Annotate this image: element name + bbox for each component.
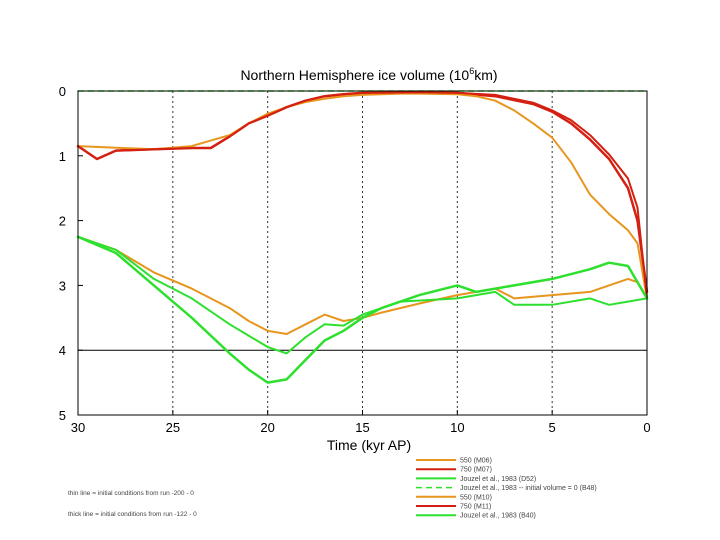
legend-label: 550 (M10) [460, 494, 492, 501]
x-tick-label: 15 [355, 420, 369, 435]
footnote: thin line = initial conditions from run … [68, 490, 194, 497]
y-tick-label: 0 [59, 84, 66, 99]
x-tick-label: 25 [166, 420, 180, 435]
legend-label: 750 (M11) [460, 504, 491, 511]
legend: 550 (M06) 750 (M07) Jouzel et al., 1983 (D… [416, 458, 597, 520]
chart-title: Northern Hemisphere ice volume (106km) [240, 66, 497, 83]
x-axis-title: Time (kyr AP) [327, 437, 411, 453]
footnote: thick line = initial conditions from run… [68, 511, 197, 518]
y-tick-label: 5 [59, 408, 66, 423]
x-tick-label: 10 [450, 420, 464, 435]
y-tick-label: 1 [59, 149, 66, 164]
series-line-6 [77, 91, 648, 300]
notes: thin line = initial conditions from run … [68, 490, 197, 518]
ticks-layer: 30 25 20 15 10 5 0 0 1 2 3 4 5 [59, 84, 651, 435]
chart-title-superscript: 6 [469, 66, 474, 76]
chart-title-suffix: km) [474, 67, 497, 83]
x-tick-label: 0 [643, 420, 650, 435]
legend-label: Jouzel et al., 1983 (B40) [460, 513, 536, 520]
y-tick-label: 2 [59, 214, 66, 229]
y-tick-label: 4 [59, 343, 66, 358]
x-tick-label: 5 [549, 420, 556, 435]
series-line-3 [77, 235, 648, 355]
legend-label: 750 (M07) [460, 467, 492, 474]
chart-title-main: Northern Hemisphere ice volume (10 [240, 67, 469, 83]
x-tick-label: 20 [260, 420, 274, 435]
legend-label: 550 (M06) [460, 458, 492, 465]
legend-label: Jouzel et al., 1983 (D52) [460, 476, 536, 483]
series-line-7 [76, 235, 649, 384]
legend-label: Jouzel et al., 1983 -- initial volume = … [460, 485, 597, 492]
x-tick-label: 30 [71, 420, 85, 435]
grid-layer [78, 91, 647, 415]
y-tick-label: 3 [59, 278, 66, 293]
